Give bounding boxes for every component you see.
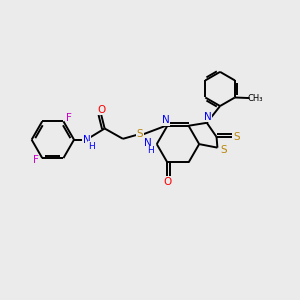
Text: S: S (220, 145, 226, 155)
Text: N: N (144, 138, 152, 148)
Text: H: H (88, 142, 95, 151)
Text: N: N (82, 135, 90, 145)
Text: N: N (204, 112, 212, 122)
Text: CH₃: CH₃ (248, 94, 263, 103)
Text: H: H (147, 146, 154, 155)
Text: O: O (163, 177, 172, 187)
Text: S: S (137, 129, 143, 140)
Text: S: S (233, 132, 240, 142)
Text: O: O (97, 105, 105, 115)
Text: F: F (33, 154, 39, 164)
Text: N: N (162, 116, 170, 125)
Text: F: F (66, 113, 72, 123)
